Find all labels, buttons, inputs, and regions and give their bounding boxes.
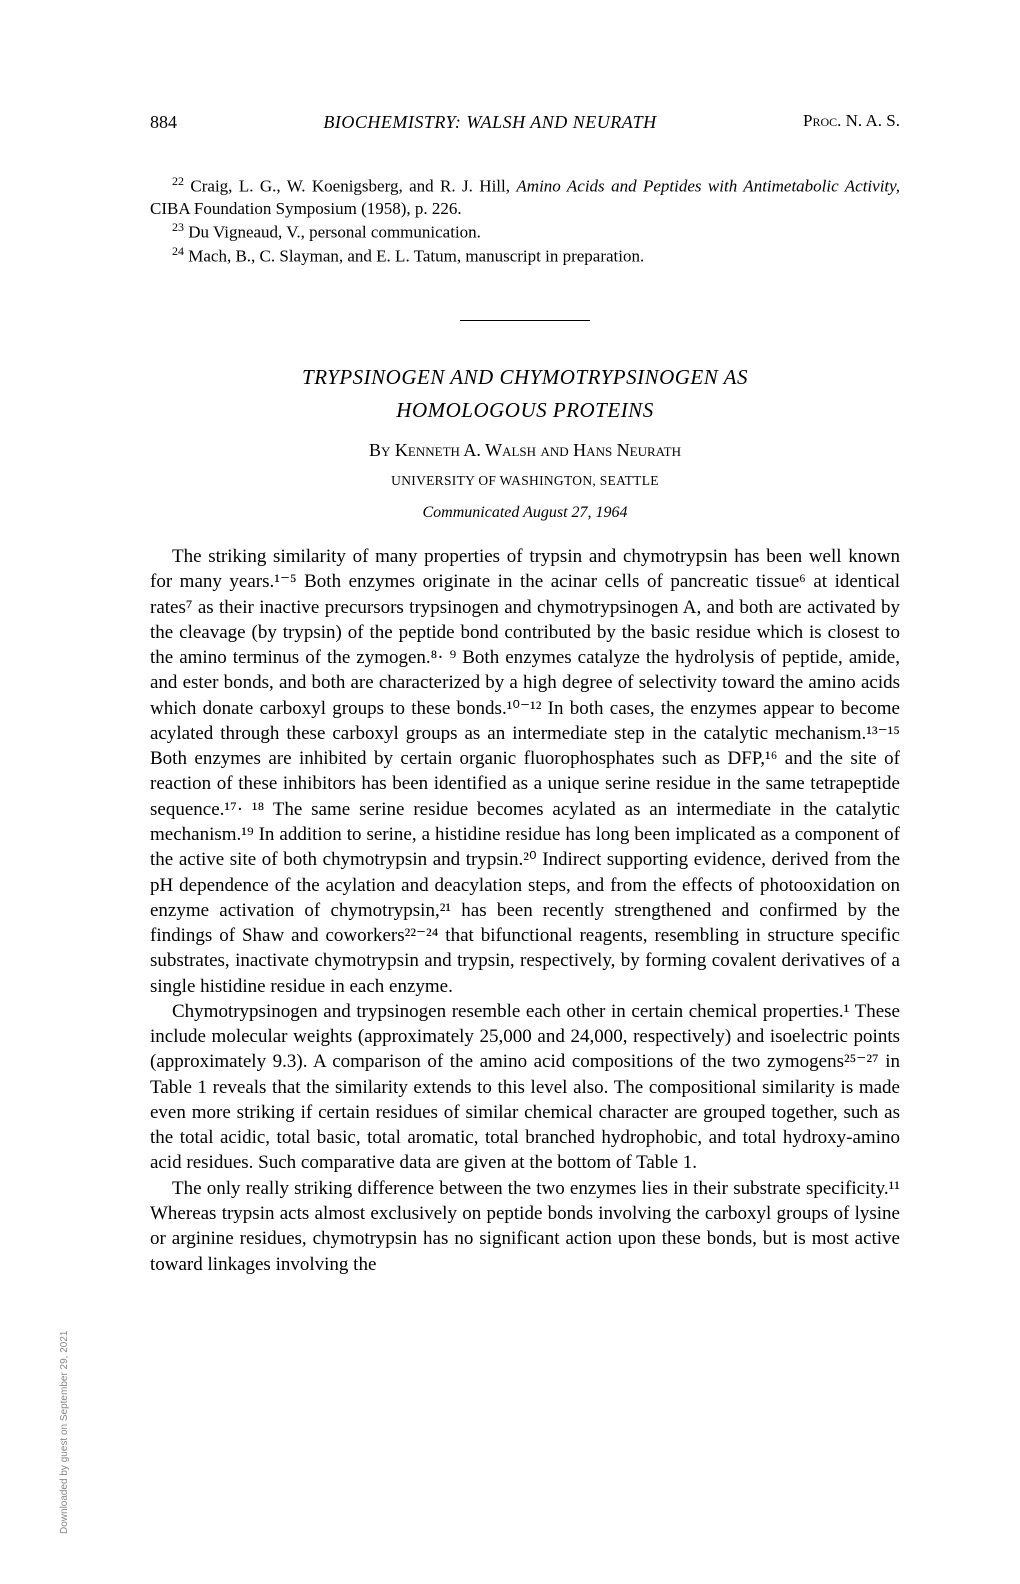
authors: By Kenneth A. Walsh and Hans Neurath: [150, 438, 900, 462]
page-container: 884 BIOCHEMISTRY: WALSH AND NEURATH Proc…: [0, 0, 1020, 1337]
running-header: 884 BIOCHEMISTRY: WALSH AND NEURATH Proc…: [150, 110, 900, 134]
article-body: The striking similarity of many properti…: [150, 544, 900, 1277]
section-divider: [150, 303, 900, 329]
article-title-line2: HOMOLOGOUS PROTEINS: [150, 396, 900, 424]
reference-24: 24 Mach, B., C. Slayman, and E. L. Tatum…: [150, 244, 900, 268]
divider-line: [460, 320, 590, 321]
ref-sup: 23: [172, 220, 184, 234]
running-title: BIOCHEMISTRY: WALSH AND NEURATH: [323, 110, 656, 134]
journal-abbrev: Proc. N. A. S.: [803, 110, 900, 134]
reference-22: 22 Craig, L. G., W. Koenigsberg, and R. …: [150, 174, 900, 220]
communicated-date: Communicated August 27, 1964: [150, 502, 900, 524]
paragraph-2: Chymotrypsinogen and trypsinogen resembl…: [150, 999, 900, 1176]
download-watermark: Downloaded by guest on September 29, 202…: [59, 1331, 70, 1534]
ref-sup: 24: [172, 244, 184, 258]
article-title-line1: TRYPSINOGEN AND CHYMOTRYPSINOGEN AS: [150, 363, 900, 391]
references-block: 22 Craig, L. G., W. Koenigsberg, and R. …: [150, 174, 900, 267]
paragraph-1: The striking similarity of many properti…: [150, 544, 900, 999]
page-number: 884: [150, 110, 177, 134]
reference-23: 23 Du Vigneaud, V., personal communicati…: [150, 220, 900, 244]
paragraph-3: The only really striking difference betw…: [150, 1176, 900, 1277]
ref-sup: 22: [172, 174, 184, 188]
affiliation: UNIVERSITY OF WASHINGTON, SEATTLE: [150, 472, 900, 490]
